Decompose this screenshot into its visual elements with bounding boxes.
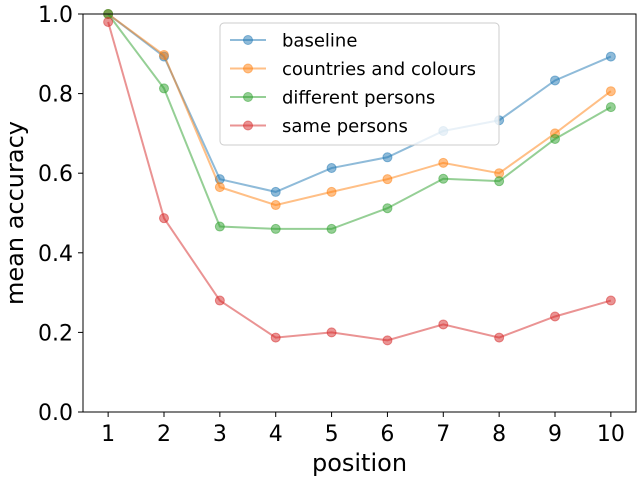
data-point	[605, 102, 616, 113]
x-tick-label: 8	[492, 422, 506, 447]
y-tick-label: 0.2	[38, 321, 73, 346]
data-point	[326, 163, 337, 174]
data-point	[550, 75, 561, 86]
legend-box	[219, 22, 500, 146]
data-point	[214, 295, 225, 306]
data-point	[158, 49, 169, 60]
x-tick-label: 1	[101, 422, 115, 447]
series-line	[107, 13, 612, 207]
data-point	[438, 173, 449, 184]
legend-label: countries and colours	[282, 59, 476, 80]
data-point	[270, 223, 281, 234]
series-3	[103, 9, 616, 234]
data-point	[605, 295, 616, 306]
x-tick-label: 9	[548, 422, 562, 447]
y-axis: 0.0 0.2 0.4 0.6 0.8 1.0	[38, 3, 83, 426]
legend-marker	[243, 63, 253, 74]
legend-label: baseline	[282, 31, 357, 52]
data-point	[550, 133, 561, 144]
y-tick-label: 0.4	[38, 242, 73, 267]
data-point	[494, 176, 505, 187]
legend-entry: countries and colours	[230, 59, 476, 80]
data-point	[438, 319, 449, 330]
data-point	[103, 16, 114, 27]
y-tick-label: 0.6	[38, 162, 73, 187]
legend-marker	[243, 92, 253, 102]
data-point	[158, 83, 169, 94]
axes-frame	[82, 13, 637, 413]
data-point	[270, 332, 281, 343]
x-tick-label: 4	[269, 422, 283, 447]
y-tick-label: 0.0	[38, 401, 73, 426]
data-point	[382, 152, 393, 163]
series-4	[103, 16, 616, 346]
data-point	[605, 51, 616, 62]
data-point	[550, 311, 561, 322]
x-tick-label: 6	[380, 422, 394, 447]
series-line	[107, 13, 612, 230]
y-tick-label: 1.0	[38, 3, 73, 28]
legend-entry: same persons	[230, 116, 408, 137]
legend-entry: different persons	[230, 88, 435, 109]
y-tick-label: 0.8	[38, 83, 73, 108]
data-point	[605, 86, 616, 97]
data-point	[214, 182, 225, 193]
series-2	[103, 9, 616, 211]
x-axis-title: position	[312, 449, 407, 477]
x-tick-label: 10	[597, 422, 625, 447]
data-point	[382, 203, 393, 214]
y-axis-title: mean accuracy	[1, 121, 29, 305]
data-point	[214, 221, 225, 232]
x-tick-label: 5	[325, 422, 339, 447]
series-line	[107, 21, 612, 342]
legend-label: same persons	[282, 116, 408, 137]
x-tick-label: 2	[157, 422, 171, 447]
legend: baseline countries and colours different p…	[219, 22, 500, 146]
data-point	[326, 327, 337, 338]
data-point	[494, 332, 505, 343]
data-point	[270, 200, 281, 211]
legend-entry: baseline	[230, 31, 357, 52]
legend-marker	[243, 35, 253, 45]
x-axis: 1 2 3 4 5 6 7 8 9 10	[101, 412, 625, 447]
legend-label: different persons	[282, 88, 435, 109]
data-point	[270, 186, 281, 197]
x-tick-label: 7	[436, 422, 450, 447]
legend-marker	[243, 120, 253, 131]
data-point	[158, 213, 169, 224]
data-point	[382, 335, 393, 346]
data-point	[326, 223, 337, 234]
plot-area	[82, 9, 637, 413]
data-point	[326, 186, 337, 197]
series-line	[107, 13, 612, 193]
x-tick-label: 3	[213, 422, 227, 447]
data-point	[438, 157, 449, 168]
data-point	[382, 174, 393, 185]
